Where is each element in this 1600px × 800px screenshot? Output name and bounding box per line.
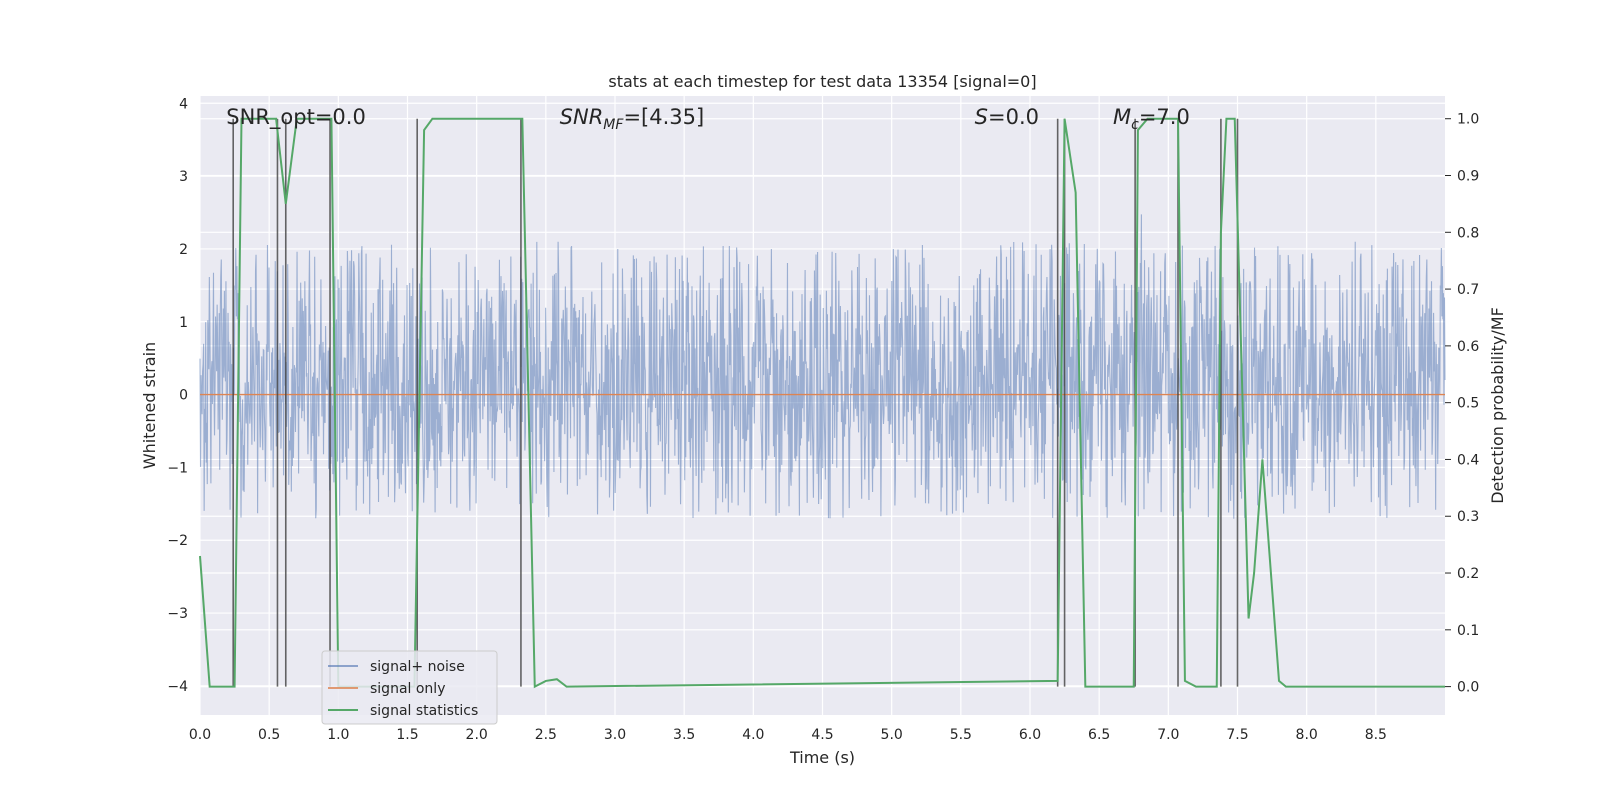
x-tick-label: 2.0 <box>466 727 488 743</box>
x-tick-label: 7.5 <box>1226 727 1248 743</box>
x-tick-label: 6.0 <box>1019 727 1041 743</box>
y-tick-label-right: 0.5 <box>1457 396 1479 412</box>
annotation: Mc=7.0 <box>1113 105 1190 133</box>
y-tick-label-right: 1.0 <box>1457 112 1479 128</box>
legend-label: signal statistics <box>370 703 478 719</box>
y-axis-label-left: Whitened strain <box>140 342 159 469</box>
y-ticks-right: 1.0 0.9 0.8 0.7 0.6 0.5 0.4 0.3 0.2 0.1 0.0 <box>1445 112 1479 696</box>
x-tick-label: 8.5 <box>1365 727 1387 743</box>
x-tick-label: 1.0 <box>327 727 349 743</box>
y-tick-label-left: 4 <box>179 96 188 112</box>
y-tick-label-left: 2 <box>179 242 188 258</box>
y-tick-label-right: 0.9 <box>1457 169 1479 185</box>
y-tick-label-left: 0 <box>179 388 188 404</box>
y-tick-label-right: 0.7 <box>1457 282 1479 298</box>
x-tick-label: 8.0 <box>1296 727 1318 743</box>
x-axis-label: Time (s) <box>789 748 855 767</box>
statistics-line <box>199 117 1445 689</box>
annotation: SNR_opt=0.0 <box>226 105 366 130</box>
x-tick-label: 4.5 <box>811 727 833 743</box>
x-tick-label: 3.0 <box>604 727 626 743</box>
y-tick-label-left: 1 <box>179 315 188 331</box>
x-tick-label: 7.0 <box>1157 727 1179 743</box>
annotation: S=0.0 <box>975 105 1039 129</box>
x-tick-label: 6.5 <box>1088 727 1110 743</box>
annotations: SNR_opt=0.0 SNRMF=[4.35] S=0.0 Mc=7.0 <box>226 105 1190 133</box>
y-tick-label-left: −3 <box>167 606 188 622</box>
y-tick-label-left: −4 <box>167 679 188 695</box>
y-tick-label-right: 0.2 <box>1457 566 1479 582</box>
chart-title: stats at each timestep for test data 133… <box>608 72 1036 91</box>
legend-box <box>321 650 498 725</box>
y-tick-label-right: 0.1 <box>1457 623 1479 639</box>
legend-label: signal+ noise <box>370 659 465 675</box>
y-axis-label-right: Detection probability/MF <box>1488 307 1507 504</box>
y-tick-label-right: 0.4 <box>1457 452 1479 468</box>
y-tick-label-right: 0.0 <box>1457 680 1479 696</box>
statistics-series <box>199 117 1445 689</box>
x-ticks: 0.0 0.5 1.0 1.5 2.0 2.5 3.0 3.5 4.0 4.5 5.0 5.5 6.0 6… <box>189 727 1387 743</box>
x-tick-label: 1.5 <box>396 727 418 743</box>
legend: signal+ noise signal only signal statistic… <box>321 650 498 725</box>
x-tick-label: 4.0 <box>742 727 764 743</box>
y-tick-label-right: 0.8 <box>1457 225 1479 241</box>
y-tick-label-left: 3 <box>179 169 188 185</box>
y-tick-label-left: −1 <box>167 460 188 476</box>
y-ticks-left: 4 3 2 1 0 −1 −2 −3 −4 <box>167 96 188 695</box>
x-tick-label: 5.5 <box>950 727 972 743</box>
y-tick-label-right: 0.3 <box>1457 509 1479 525</box>
x-tick-label: 3.5 <box>673 727 695 743</box>
x-tick-label: 5.0 <box>881 727 903 743</box>
legend-label: signal only <box>370 681 445 697</box>
y-tick-label-right: 0.6 <box>1457 339 1479 355</box>
x-tick-label: 2.5 <box>535 727 557 743</box>
x-tick-label: 0.0 <box>189 727 211 743</box>
y-tick-label-left: −2 <box>167 533 188 549</box>
x-tick-label: 0.5 <box>258 727 280 743</box>
annotation: SNRMF=[4.35] <box>560 105 705 133</box>
